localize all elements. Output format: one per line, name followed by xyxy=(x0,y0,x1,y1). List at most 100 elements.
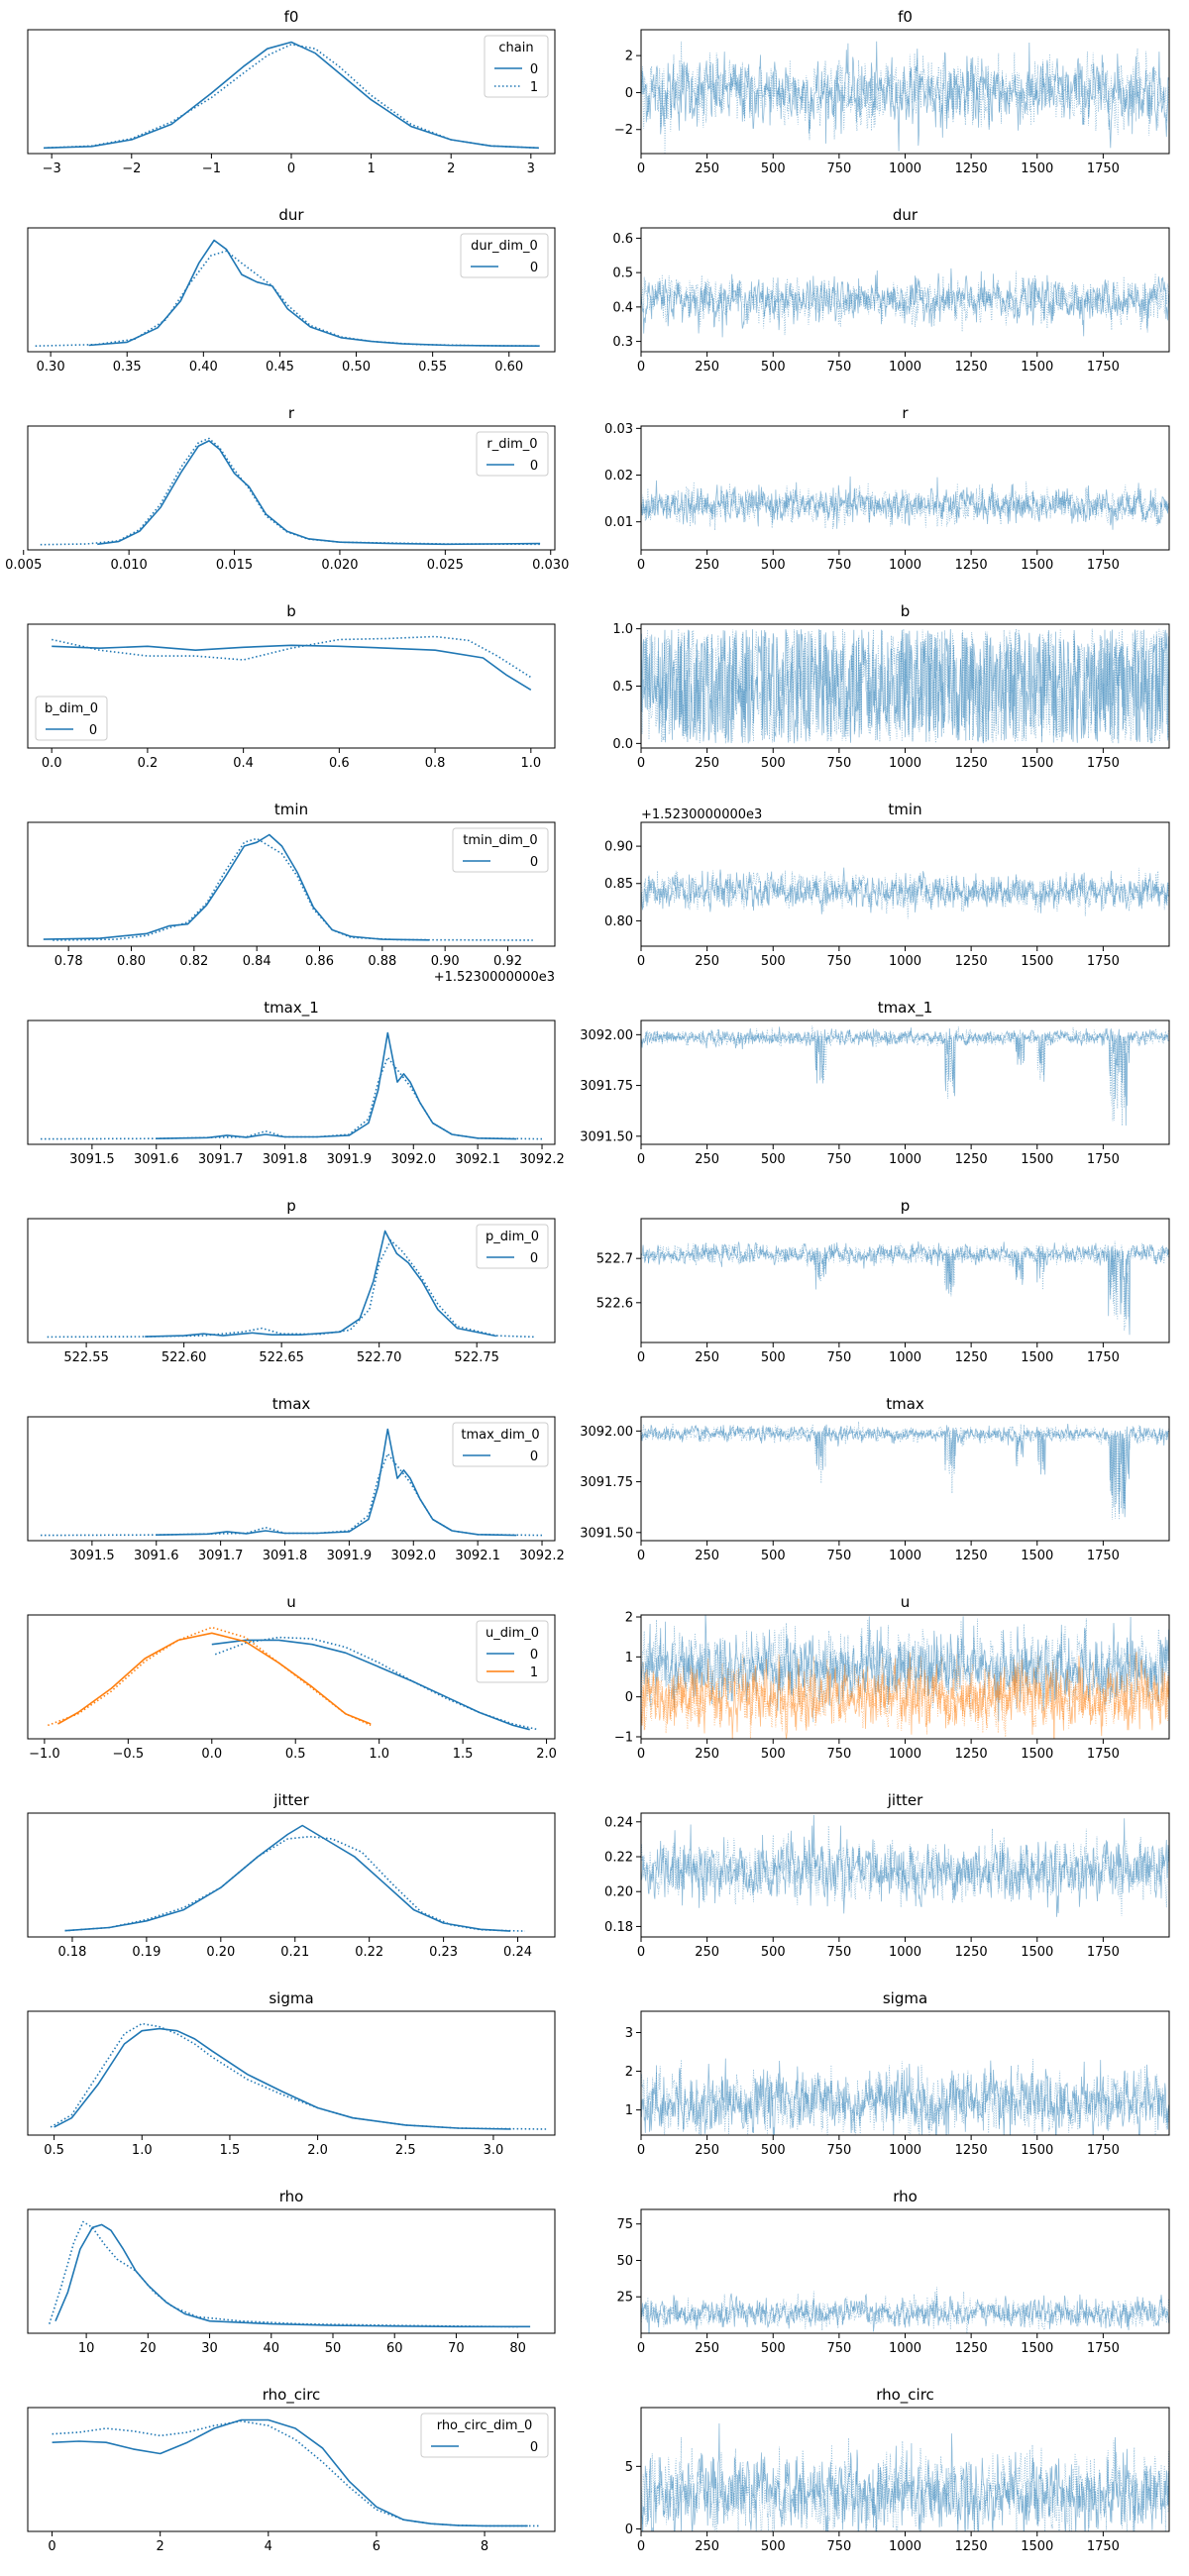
trace-x-tick-label: 500 xyxy=(761,1549,786,1563)
legend-title: tmin_dim_0 xyxy=(463,833,537,848)
trace-x-tick-label: 1750 xyxy=(1087,2143,1120,2158)
row-rho_circ: rho_circ 0 2 4 6 8 rho_circ_dim_0 0 rho_circ 0 250… xyxy=(27,2386,1170,2554)
trace-panel-rho: rho 0 250 500 750 1000 1250 1500 1750 25 50 75 xyxy=(616,2188,1170,2356)
kde-panel-tmax_1: tmax_1 3091.5 3091.6 3091.7 3091.8 3091.9 3092… xyxy=(27,999,565,1167)
kde-line-series-0-solid xyxy=(156,1031,517,1140)
trace-x-tick-label: 0 xyxy=(637,360,645,375)
trace-x-tick-label: 1500 xyxy=(1021,360,1053,375)
kde-title: sigma xyxy=(269,1989,313,2007)
trace-panel-r: r 0 250 500 750 1000 1250 1500 1750 0.01 0.02 0.03 xyxy=(604,404,1170,573)
legend-label: 0 xyxy=(530,459,538,474)
kde-x-tick-label: 3092.1 xyxy=(455,1152,500,1167)
trace-x-tick-label: 500 xyxy=(761,2539,786,2554)
trace-y-tick-label: 0.20 xyxy=(604,1885,633,1900)
trace-x-tick-label: 500 xyxy=(761,1152,786,1167)
trace-y-tick-label: 3091.75 xyxy=(580,1475,633,1490)
trace-x-tick-label: 1500 xyxy=(1021,161,1053,176)
trace-y-tick-label: 0.80 xyxy=(604,914,633,929)
kde-x-offset-label: +1.5230000000e3 xyxy=(434,970,555,985)
legend-r: r_dim_0 0 xyxy=(476,431,549,477)
trace-x-tick-label: 1000 xyxy=(889,1945,921,1960)
kde-x-tick-label: 3091.8 xyxy=(263,1549,308,1563)
trace-line-0-dotted xyxy=(641,1825,1169,1916)
trace-lines xyxy=(641,1421,1169,1520)
kde-panel-rho_circ: rho_circ 0 2 4 6 8 rho_circ_dim_0 0 xyxy=(27,2386,556,2554)
trace-line-0-dotted xyxy=(641,867,1169,919)
legend-label: 0 xyxy=(530,1449,538,1464)
trace-axes-frame xyxy=(640,2010,1170,2136)
trace-x-tick-label: 1000 xyxy=(889,558,921,573)
trace-x-tick-label: 750 xyxy=(826,954,851,969)
kde-x-tick-label: 3091.6 xyxy=(134,1152,179,1167)
kde-title: jitter xyxy=(272,1791,309,1809)
trace-x-tick-label: 1250 xyxy=(955,2143,988,2158)
kde-axes-frame xyxy=(27,2407,556,2532)
trace-title: tmax xyxy=(886,1395,924,1413)
trace-x-tick-label: 1000 xyxy=(889,161,921,176)
kde-axes-frame xyxy=(27,227,556,353)
row-b: b 0.0 0.2 0.4 0.6 0.8 1.0 b_dim_0 0 b 0 250 500 750 10… xyxy=(27,602,1170,771)
kde-x-tick-label: 0.23 xyxy=(429,1945,458,1960)
kde-x-tick-label: 0.80 xyxy=(117,954,146,969)
kde-axes-frame xyxy=(27,821,556,947)
legend-label: 0 xyxy=(530,62,538,77)
trace-x-tick-label: 1750 xyxy=(1087,1945,1120,1960)
kde-line-series-0-dotted xyxy=(214,1636,539,1731)
kde-x-tick-label: 8 xyxy=(481,2539,488,2554)
kde-x-tick-label: 70 xyxy=(448,2341,465,2356)
kde-line-series-1-dotted xyxy=(44,44,539,150)
trace-x-tick-label: 1000 xyxy=(889,2143,921,2158)
trace-x-tick-label: 1250 xyxy=(955,1350,988,1365)
trace-y-tick-label: 1.0 xyxy=(612,622,633,637)
kde-x-tick-label: −1.0 xyxy=(29,1747,60,1762)
trace-y-tick-label: 0 xyxy=(625,2522,633,2537)
trace-lines xyxy=(641,2422,1169,2531)
trace-line-0-solid xyxy=(641,476,1169,530)
trace-y-tick-label: 75 xyxy=(616,2217,633,2232)
trace-title: tmax_1 xyxy=(878,999,933,1018)
trace-title: sigma xyxy=(883,1989,927,2007)
trace-x-tick-label: 1250 xyxy=(955,954,988,969)
kde-x-tick-label: 0.92 xyxy=(493,954,522,969)
trace-y-tick-label: 0.6 xyxy=(612,232,633,247)
trace-panel-tmax: tmax 0 250 500 750 1000 1250 1500 1750 3091.50 309… xyxy=(580,1395,1170,1563)
kde-x-tick-label: 3091.8 xyxy=(263,1152,308,1167)
trace-y-tick-label: 3091.50 xyxy=(580,1129,633,1144)
legend-box xyxy=(476,1620,549,1683)
trace-y-tick-label: 0 xyxy=(625,86,633,101)
trace-line-0-dotted xyxy=(641,1618,1169,1723)
row-r: r0.005 0.010 0.015 0.020 0.025 0.030r_dim_00r… xyxy=(5,404,1170,573)
trace-title: b xyxy=(901,602,911,620)
kde-x-tick-label: 40 xyxy=(264,2341,280,2356)
kde-line-series-0-dotted xyxy=(35,250,540,347)
trace-y-tick-label: 1 xyxy=(625,2103,633,2118)
trace-lines xyxy=(641,1240,1169,1336)
trace-lines xyxy=(641,1814,1169,1917)
trace-x-tick-label: 1750 xyxy=(1087,558,1120,573)
trace-x-tick-label: 1000 xyxy=(889,954,921,969)
legend-title: u_dim_0 xyxy=(486,1626,539,1641)
kde-axes-frame xyxy=(27,425,556,551)
legend-title: rho_circ_dim_0 xyxy=(437,2418,533,2433)
trace-x-tick-label: 500 xyxy=(761,1945,786,1960)
trace-line-0-solid xyxy=(641,268,1169,338)
trace-title: p xyxy=(901,1197,911,1215)
trace-y-tick-label: 0.3 xyxy=(612,335,633,350)
kde-axes-frame xyxy=(27,1812,556,1938)
kde-line-series-0-dotted xyxy=(40,1056,543,1140)
trace-y-tick-label: 3091.75 xyxy=(580,1079,633,1094)
trace-x-tick-label: 1500 xyxy=(1021,1350,1053,1365)
kde-x-tick-label: 1.0 xyxy=(369,1747,389,1762)
trace-panel-b: b 0 250 500 750 1000 1250 1500 1750 0.0 0.5 1.0 xyxy=(612,602,1170,771)
trace-y-tick-label: 25 xyxy=(616,2291,633,2306)
trace-x-tick-label: 0 xyxy=(637,1747,645,1762)
legend-title: chain xyxy=(498,41,533,55)
kde-title: u xyxy=(286,1593,296,1611)
kde-line-series-0-dotted xyxy=(40,1452,543,1537)
kde-line-series-0-solid xyxy=(97,440,541,546)
trace-x-tick-label: 0 xyxy=(637,1945,645,1960)
kde-axes-frame xyxy=(27,623,556,749)
kde-line-series-0-dotted xyxy=(47,1239,536,1339)
trace-title: jitter xyxy=(887,1791,923,1809)
trace-x-tick-label: 1500 xyxy=(1021,1549,1053,1563)
